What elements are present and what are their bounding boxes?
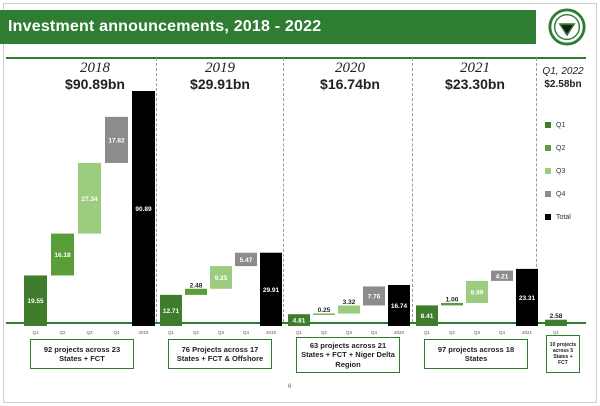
year-q1-2022: Q1, 2022 <box>542 66 584 77</box>
year-2021: 2021 <box>460 60 490 76</box>
tick-label: Q4 <box>113 330 120 335</box>
bar-2020-q1 <box>288 314 310 326</box>
tick-label: Q2 <box>193 330 200 335</box>
data-label: 8.41 <box>421 313 434 320</box>
tick-label: Q2 <box>59 330 66 335</box>
bar-2020-q2 <box>313 313 335 315</box>
bar-2019-q3 <box>210 266 232 289</box>
tick-label: Q1 <box>296 330 303 335</box>
data-label: 1.00 <box>446 296 459 303</box>
data-label: 3.32 <box>343 299 356 306</box>
divider <box>283 58 284 322</box>
tick-label: Q3 <box>86 330 93 335</box>
logo-icon <box>548 8 586 46</box>
tick-label: Q2 <box>321 330 328 335</box>
data-label: 29.91 <box>263 287 280 294</box>
legend-item-q2: Q2 <box>545 141 571 155</box>
data-label: 2.58 <box>550 313 563 320</box>
data-label: 27.34 <box>81 196 98 203</box>
bar-2019-q4 <box>235 252 257 267</box>
bar-2019-2019 <box>260 252 282 326</box>
bar-2021-q4 <box>491 270 513 281</box>
data-label: 90.89 <box>135 206 152 213</box>
tick-label: Q3 <box>474 330 481 335</box>
top-rule <box>6 57 586 59</box>
tick-label: Q2 <box>449 330 456 335</box>
tick-label: Q3 <box>346 330 353 335</box>
bar-2018-2018 <box>132 91 155 326</box>
legend-item-q4: Q4 <box>545 187 571 201</box>
bar-2018-q3 <box>78 162 101 234</box>
slide <box>3 3 597 403</box>
bar-2020-q4 <box>363 286 385 306</box>
data-label: 19.55 <box>27 298 44 305</box>
note-2020: 63 projects across 21 States + FCT + Nig… <box>296 337 400 373</box>
amount-q1-2022: $2.58bn <box>544 79 582 90</box>
data-label: 8.99 <box>471 289 484 296</box>
bar-2020-q3 <box>338 305 360 314</box>
note-2019: 76 Projects across 17 States + FCT & Off… <box>168 339 272 369</box>
divider <box>156 58 157 322</box>
note-q1-2022: 10 projects across 5 States + FCT <box>546 335 580 373</box>
tick-label: 2019 <box>266 330 277 335</box>
data-label: 4.81 <box>293 318 306 325</box>
data-label: 23.31 <box>519 295 536 302</box>
bar-2021-2021 <box>516 268 538 326</box>
data-label: 17.82 <box>108 137 125 144</box>
data-label: 2.48 <box>190 282 203 289</box>
data-label: 0.25 <box>318 307 331 314</box>
amount-2020: $16.74bn <box>320 76 380 92</box>
amount-2019: $29.91bn <box>190 76 250 92</box>
data-label: 12.71 <box>163 308 180 315</box>
bar-2019-q1 <box>160 294 182 326</box>
bar-2020-2020 <box>388 284 410 326</box>
data-label: 9.25 <box>215 275 228 282</box>
year-2018: 2018 <box>80 60 110 76</box>
bar-2021-q1 <box>416 305 438 326</box>
title-bar: Investment announcements, 2018 - 2022 <box>0 10 536 44</box>
divider <box>412 58 413 322</box>
bar-2018-q1 <box>24 275 47 326</box>
bar-2021-q3 <box>466 280 488 303</box>
tick-label: Q4 <box>243 330 250 335</box>
legend-item-q1: Q1 <box>545 118 571 132</box>
tick-label: Q4 <box>499 330 506 335</box>
data-label: 5.47 <box>240 257 253 264</box>
data-label: 7.76 <box>368 293 381 300</box>
page-title: Investment announcements, 2018 - 2022 <box>8 18 322 35</box>
legend-item-total: Total <box>545 210 571 224</box>
note-2018: 92 projects across 23 States + FCT <box>30 339 134 369</box>
tick-label: 2021 <box>522 330 533 335</box>
amount-2021: $23.30bn <box>445 76 505 92</box>
bar-q1-2022-q1 <box>545 319 567 326</box>
data-label: 16.74 <box>391 303 408 310</box>
page-number: 6 <box>288 384 292 390</box>
tick-label: Q4 <box>371 330 378 335</box>
tick-label: Q1 <box>168 330 175 335</box>
data-label: 4.21 <box>496 273 509 280</box>
year-2019: 2019 <box>205 60 235 76</box>
tick-label: Q1 <box>553 330 560 335</box>
bar-2019-q2 <box>185 288 207 295</box>
data-label: 16.18 <box>54 252 71 259</box>
bar-2018-q2 <box>51 233 74 276</box>
divider <box>536 58 537 322</box>
note-2021: 97 projects across 18 States <box>424 339 528 369</box>
tick-label: Q1 <box>32 330 39 335</box>
tick-label: 2018 <box>138 330 149 335</box>
bar-2018-q4 <box>105 116 128 163</box>
tick-label: Q3 <box>218 330 225 335</box>
amount-2018: $90.89bn <box>65 76 125 92</box>
bar-2021-q2 <box>441 302 463 306</box>
year-2020: 2020 <box>335 60 365 76</box>
tick-label: 2020 <box>394 330 405 335</box>
tick-label: Q1 <box>424 330 431 335</box>
legend: Q1 Q2 Q3 Q4 Total <box>545 118 571 233</box>
legend-item-q3: Q3 <box>545 164 571 178</box>
